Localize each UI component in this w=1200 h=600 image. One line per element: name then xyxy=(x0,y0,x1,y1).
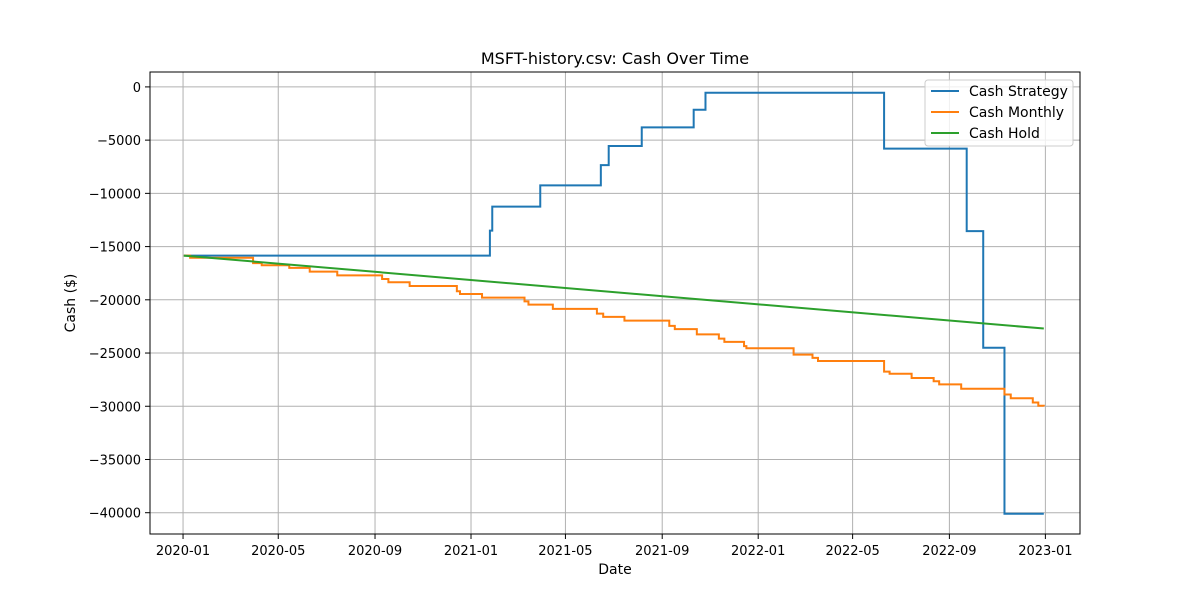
x-axis: 2020-01 2020-05 2020-09 2021-01 2021-05 2021-… xyxy=(156,534,1073,559)
y-tick-label: −15000 xyxy=(89,241,141,256)
legend-label: Cash Monthly xyxy=(969,105,1064,121)
legend: Cash Strategy Cash Monthly Cash Hold xyxy=(924,79,1074,147)
series-group xyxy=(183,91,1045,515)
x-tick-label: 2020-01 xyxy=(156,544,210,559)
y-tick-label: 0 xyxy=(133,81,141,96)
x-tick-label: 2020-09 xyxy=(348,544,402,559)
legend-label: Cash Strategy xyxy=(969,84,1068,100)
x-tick-label: 2021-09 xyxy=(635,544,689,559)
series-line-cash-strategy xyxy=(183,91,1044,515)
x-tick-label: 2022-09 xyxy=(922,544,976,559)
y-tick-label: −35000 xyxy=(89,453,141,468)
plot-frame xyxy=(149,71,1081,535)
x-tick-label: 2022-01 xyxy=(731,544,785,559)
y-tick-label: −5000 xyxy=(97,134,141,149)
y-axis: 0 −5000 −10000 −15000 −20000 −25000 −30000 −350… xyxy=(89,81,150,522)
x-tick-label: 2023-01 xyxy=(1018,544,1072,559)
y-tick-label: −20000 xyxy=(89,294,141,309)
y-tick-label: −10000 xyxy=(89,187,141,202)
legend-box xyxy=(924,79,1074,147)
x-tick-label: 2021-01 xyxy=(444,544,498,559)
y-tick-label: −25000 xyxy=(89,347,141,362)
x-tick-label: 2022-05 xyxy=(825,544,879,559)
series-line-cash-hold xyxy=(183,254,1044,330)
x-tick-label: 2021-05 xyxy=(538,544,592,559)
x-axis-label: Date xyxy=(598,562,631,578)
y-tick-label: −30000 xyxy=(89,400,141,415)
y-axis-label: Cash ($) xyxy=(63,274,79,333)
y-tick-label: −40000 xyxy=(89,507,141,522)
chart-title: MSFT-history.csv: Cash Over Time xyxy=(481,49,749,68)
legend-label: Cash Hold xyxy=(969,126,1040,142)
series-line-cash-monthly xyxy=(183,254,1045,407)
x-tick-label: 2020-05 xyxy=(251,544,305,559)
